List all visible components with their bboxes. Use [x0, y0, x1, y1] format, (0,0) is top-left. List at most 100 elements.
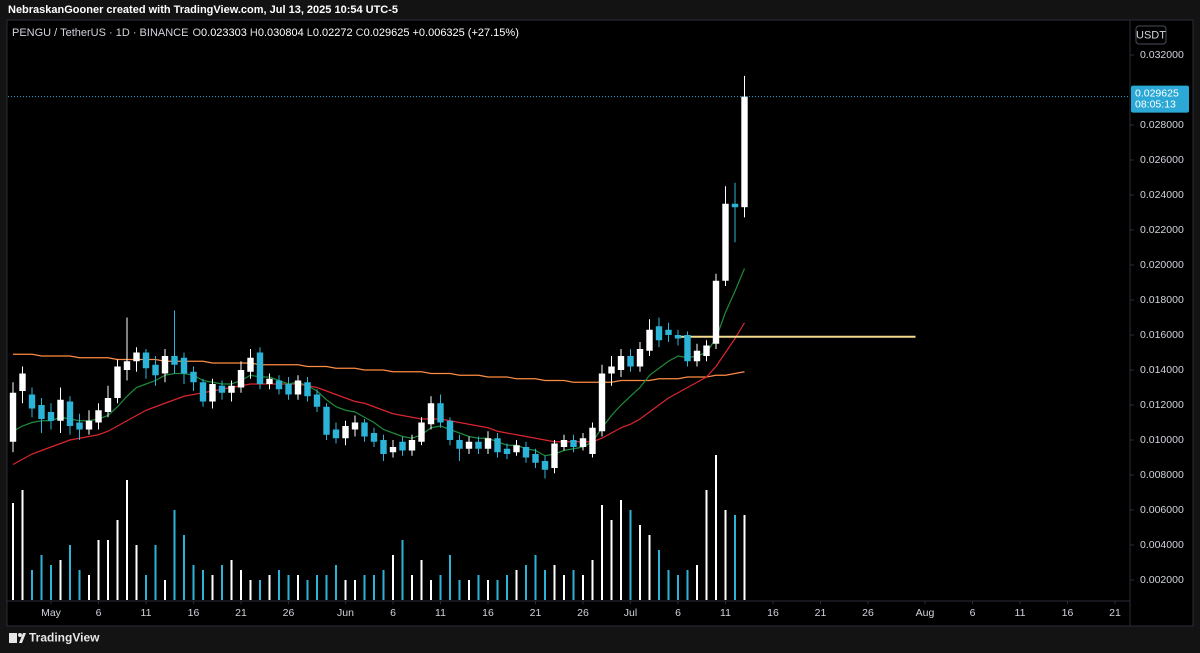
volume-bar — [439, 575, 442, 600]
currency-button[interactable] — [1135, 25, 1167, 45]
candle-body — [237, 370, 245, 388]
brand: TradingView — [29, 631, 100, 645]
volume-bar — [154, 545, 157, 600]
y-tick-label: 0.002000 — [1140, 574, 1184, 586]
candle-body — [266, 378, 273, 384]
y-tick-label: 0.006000 — [1140, 504, 1184, 516]
volume-bar — [610, 520, 613, 600]
volume-bar — [344, 580, 347, 600]
volume-bar — [686, 570, 689, 600]
candle-body — [370, 433, 378, 442]
legend-label: H — [250, 27, 258, 39]
candle-body — [655, 326, 663, 341]
candle-body — [427, 403, 435, 425]
volume-bar — [287, 575, 290, 600]
volume-bar — [373, 575, 375, 600]
volume-bar — [240, 570, 242, 600]
volume-bar — [534, 555, 537, 600]
candle-body — [38, 405, 45, 419]
candle-body — [551, 443, 558, 468]
volume-bar — [40, 555, 43, 600]
volume-bar — [401, 540, 404, 600]
candle-body — [123, 361, 131, 370]
x-tick-label: 26 — [283, 607, 295, 619]
legend-label: O — [192, 27, 201, 39]
y-tick-label: 0.010000 — [1140, 434, 1184, 446]
candle-body — [142, 352, 150, 369]
volume-bar — [164, 580, 166, 600]
candle-body — [133, 352, 140, 362]
moving-average — [12, 268, 746, 457]
x-tick-label: 16 — [767, 607, 779, 619]
volume-bar — [50, 565, 52, 600]
x-tick-label: Jul — [624, 607, 637, 619]
candle-body — [180, 357, 188, 374]
x-tick-label: 26 — [577, 607, 589, 619]
candle-body — [722, 203, 729, 281]
volume-bar — [658, 550, 660, 600]
x-tick-label: 26 — [862, 607, 874, 619]
volume-bar — [724, 510, 727, 600]
volume-bar — [173, 510, 176, 600]
volume-bar — [420, 560, 423, 600]
x-tick-label: 16 — [188, 607, 200, 619]
candle-body — [608, 366, 615, 374]
currency[interactable]: USDT — [1136, 29, 1166, 41]
candle-body — [399, 441, 406, 451]
y-tick-label: 0.026000 — [1140, 154, 1184, 166]
candle-body — [446, 420, 454, 440]
volume-bar — [268, 575, 271, 600]
volume-bar — [667, 570, 670, 600]
volume-bar — [211, 575, 214, 600]
volume-bar — [648, 535, 651, 600]
volume-bar — [458, 580, 461, 600]
candle-body — [294, 380, 302, 395]
legend-label: C — [356, 27, 364, 39]
x-tick-label: 21 — [1109, 607, 1121, 619]
volume-bar — [335, 565, 337, 600]
candle-body — [304, 382, 311, 397]
candle-body — [66, 401, 74, 426]
x-tick-label: 21 — [235, 607, 247, 619]
candle-body — [285, 384, 292, 395]
candle-body — [522, 447, 530, 458]
volume-bar — [487, 580, 489, 600]
volume-bar — [316, 575, 318, 600]
candle-body — [684, 335, 691, 362]
candle-body — [57, 399, 64, 421]
candle-body — [199, 382, 207, 402]
volume-bar — [221, 565, 223, 600]
candle-body — [703, 345, 710, 356]
volume-bar — [411, 575, 413, 600]
volume-bar — [468, 580, 470, 600]
candle-body — [247, 357, 254, 372]
candle-body — [589, 427, 596, 454]
y-tick-label: 0.024000 — [1140, 189, 1184, 201]
candle-body — [541, 461, 549, 470]
volume-bar — [496, 580, 499, 600]
candle-body — [674, 335, 682, 339]
plot — [8, 75, 1130, 600]
candle-body — [9, 392, 17, 442]
candle-body — [475, 441, 482, 449]
x-tick-label: 6 — [675, 607, 681, 619]
candle-body — [351, 422, 359, 430]
volume-bar — [259, 580, 261, 600]
candle-body — [95, 410, 102, 423]
brand-logo — [9, 633, 26, 643]
candle-body — [532, 454, 539, 463]
x-tick-label: 11 — [720, 607, 731, 619]
x-tick-label: 6 — [390, 607, 396, 619]
volume-bar — [135, 545, 138, 600]
volume-bar — [230, 560, 233, 600]
candle-body — [560, 440, 568, 447]
y-tick-label: 0.016000 — [1140, 329, 1184, 341]
symbol: PENGU / TetherUS · 1D · BINANCE — [12, 27, 188, 39]
candle-body — [484, 438, 492, 449]
y-tick-label: 0.032000 — [1140, 49, 1184, 61]
x-tick-label: Jun — [337, 607, 354, 619]
candle-body — [598, 373, 606, 432]
volume-bar — [734, 515, 736, 600]
